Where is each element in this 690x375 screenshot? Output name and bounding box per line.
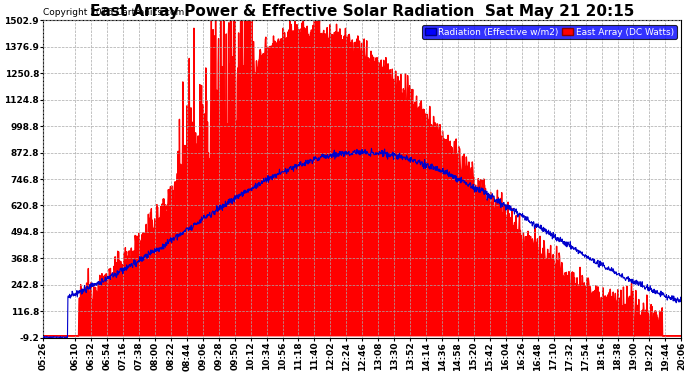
Text: Copyright 2016 Cartronics.com: Copyright 2016 Cartronics.com	[43, 8, 184, 17]
Legend: Radiation (Effective w/m2), East Array (DC Watts): Radiation (Effective w/m2), East Array (…	[422, 25, 677, 39]
Title: East Array Power & Effective Solar Radiation  Sat May 21 20:15: East Array Power & Effective Solar Radia…	[90, 4, 635, 19]
